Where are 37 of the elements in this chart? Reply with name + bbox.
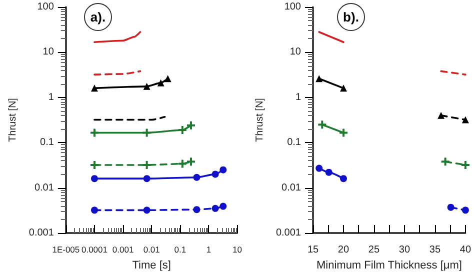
x-tick-label: 40 bbox=[460, 244, 472, 256]
annotation: b). bbox=[343, 10, 359, 24]
point bbox=[316, 164, 323, 172]
x-tick-label: 0.1 bbox=[174, 244, 186, 254]
x-tick-label: 0.001 bbox=[112, 244, 134, 254]
y-axis-title: Thrust [N] bbox=[8, 98, 18, 142]
y-tick-label: 0.1 bbox=[40, 137, 54, 148]
y-axis-title: Thrust [N] bbox=[254, 98, 266, 142]
point bbox=[440, 156, 450, 167]
y-tick-label: 1 bbox=[295, 92, 302, 103]
x-tick-label: 0.0001 bbox=[81, 244, 108, 254]
y-tick-label: 0.01 bbox=[34, 182, 54, 194]
x-tick-label: 15 bbox=[307, 244, 319, 256]
y-tick-label: 100 bbox=[284, 2, 302, 12]
x-tick-label: 0.01 bbox=[143, 244, 160, 254]
point bbox=[462, 206, 469, 214]
y-tick-label: 0.01 bbox=[282, 182, 302, 194]
point bbox=[340, 175, 347, 182]
x-axis-title: Time [s] bbox=[132, 260, 171, 272]
x-tick-label: 20 bbox=[338, 244, 350, 256]
x-tick-label: 1 bbox=[206, 244, 212, 254]
x-tick-label: 10 bbox=[232, 244, 242, 254]
y-tick-label: 0.001 bbox=[28, 228, 54, 238]
x-tick-label: 30 bbox=[398, 244, 410, 256]
x-tick-label: 1E-005 bbox=[52, 244, 80, 254]
y-tick-label: 10 bbox=[42, 46, 54, 58]
point bbox=[460, 160, 470, 170]
y-tick-label: 10 bbox=[290, 46, 302, 58]
x-tick-label: 25 bbox=[368, 244, 380, 256]
x-axis-title: Minimum Film Thickness [μm] bbox=[316, 260, 462, 272]
point bbox=[447, 204, 454, 211]
y-tick-label: 0.001 bbox=[276, 228, 302, 238]
x-tick-label: 35 bbox=[429, 244, 441, 256]
y-tick-label: 100 bbox=[37, 2, 54, 12]
y-tick-label: 0.1 bbox=[287, 137, 302, 148]
annotation: a). bbox=[90, 10, 106, 24]
y-tick-label: 1 bbox=[48, 92, 54, 103]
